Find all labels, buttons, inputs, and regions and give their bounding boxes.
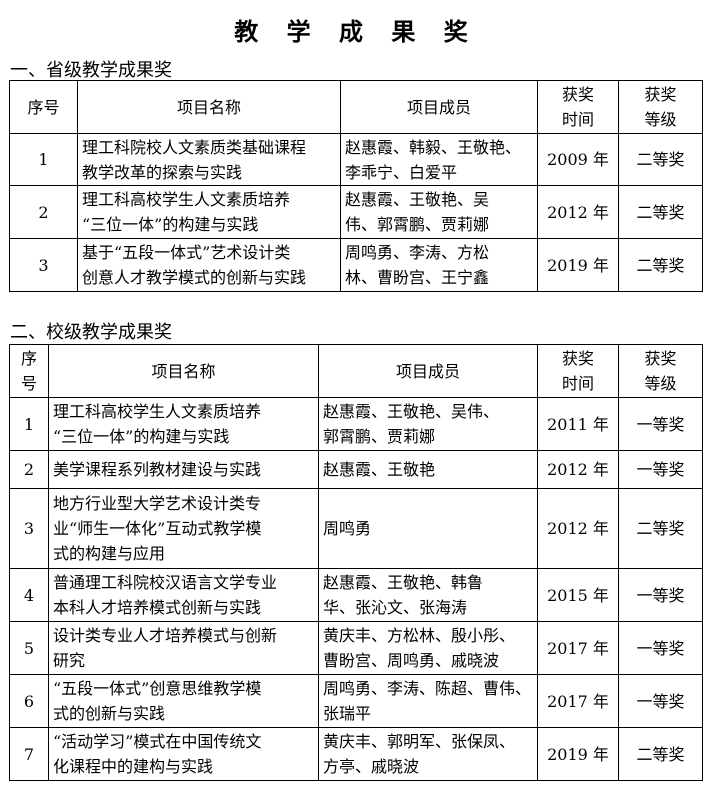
cell-year: 2012 年	[537, 450, 619, 489]
header-row: 序号 项目名称 项目成员 获奖 时间 获奖 等级	[9, 80, 703, 134]
table-row: 5 设计类专业人才培养模式与创新 研究 黄庆丰、方松林、殷小彤、 曹盼宫、周鸣勇、戚…	[9, 621, 703, 675]
cell-year: 2015 年	[537, 568, 619, 622]
cell-level: 二等奖	[618, 727, 703, 781]
table-row: 1 理工科院校人文素质类基础课程 教学改革的探索与实践 赵惠霞、韩毅、王敬艳、 李乖…	[9, 133, 703, 186]
header-members: 项目成员	[318, 344, 538, 398]
cell-no: 1	[9, 397, 49, 451]
header-no: 序 号	[9, 344, 49, 398]
cell-level: 二等奖	[618, 238, 703, 292]
table-row: 6 “五段一体式”创意思维教学模 式的创新与实践 周鸣勇、李涛、陈超、曹伟、 张瑞平…	[9, 674, 703, 728]
cell-name: “五段一体式”创意思维教学模 式的创新与实践	[48, 674, 319, 728]
cell-no: 3	[9, 488, 49, 569]
cell-members: 周鸣勇	[318, 488, 538, 569]
cell-no: 3	[9, 238, 78, 292]
cell-level: 二等奖	[618, 185, 703, 239]
cell-members: 周鸣勇、李涛、方松 林、曹盼宫、王宁鑫	[340, 238, 538, 292]
cell-year: 2017 年	[537, 674, 619, 728]
cell-level: 一等奖	[618, 568, 703, 622]
cell-year: 2019 年	[537, 727, 619, 781]
cell-no: 4	[9, 568, 49, 622]
cell-members: 赵惠霞、王敬艳、吴 伟、郭霄鹏、贾莉娜	[340, 185, 538, 239]
cell-name: 理工科高校学生人文素质培养 “三位一体”的构建与实践	[48, 397, 319, 451]
header-name: 项目名称	[77, 80, 341, 134]
cell-members: 赵惠霞、王敬艳	[318, 450, 538, 489]
cell-no: 5	[9, 621, 49, 675]
table-row: 4 普通理工科院校汉语言文学专业 本科人才培养模式创新与实践 赵惠霞、王敬艳、韩鲁 …	[9, 568, 703, 622]
cell-level: 二等奖	[618, 488, 703, 569]
cell-members: 黄庆丰、郭明军、张保凤、 方亭、戚晓波	[318, 727, 538, 781]
header-year: 获奖 时间	[537, 80, 619, 134]
cell-year: 2019 年	[537, 238, 619, 292]
table-row: 3 地方行业型大学艺术设计类专 业“师生一体化”互动式教学模 式的构建与应用 周鸣勇…	[9, 488, 703, 569]
cell-level: 一等奖	[618, 397, 703, 451]
cell-no: 7	[9, 727, 49, 781]
table-row: 2 理工科高校学生人文素质培养 “三位一体”的构建与实践 赵惠霞、王敬艳、吴 伟、郭…	[9, 185, 703, 239]
cell-no: 2	[9, 450, 49, 489]
cell-level: 二等奖	[618, 133, 703, 186]
cell-year: 2017 年	[537, 621, 619, 675]
cell-name: 地方行业型大学艺术设计类专 业“师生一体化”互动式教学模 式的构建与应用	[48, 488, 319, 569]
cell-level: 一等奖	[618, 450, 703, 489]
cell-name: 普通理工科院校汉语言文学专业 本科人才培养模式创新与实践	[48, 568, 319, 622]
cell-members: 赵惠霞、王敬艳、吴伟、 郭霄鹏、贾莉娜	[318, 397, 538, 451]
cell-year: 2012 年	[537, 185, 619, 239]
table-row: 2 美学课程系列教材建设与实践 赵惠霞、王敬艳 2012 年一等奖	[9, 450, 703, 489]
table-row: 7 “活动学习”模式在中国传统文 化课程中的建构与实践 黄庆丰、郭明军、张保凤、 方…	[9, 727, 703, 781]
cell-name: “活动学习”模式在中国传统文 化课程中的建构与实践	[48, 727, 319, 781]
header-year: 获奖 时间	[537, 344, 619, 398]
cell-members: 周鸣勇、李涛、陈超、曹伟、 张瑞平	[318, 674, 538, 728]
cell-level: 一等奖	[618, 674, 703, 728]
header-level: 获奖 等级	[618, 344, 703, 398]
section1-heading: 一、省级教学成果奖	[10, 60, 172, 81]
cell-year: 2012 年	[537, 488, 619, 569]
cell-name: 理工科院校人文素质类基础课程 教学改革的探索与实践	[77, 133, 341, 186]
cell-name: 设计类专业人才培养模式与创新 研究	[48, 621, 319, 675]
cell-name: 美学课程系列教材建设与实践	[48, 450, 319, 489]
cell-name: 理工科高校学生人文素质培养 “三位一体”的构建与实践	[77, 185, 341, 239]
header-level: 获奖 等级	[618, 80, 703, 134]
cell-members: 赵惠霞、王敬艳、韩鲁 华、张沁文、张海涛	[318, 568, 538, 622]
cell-no: 2	[9, 185, 78, 239]
school-awards-table: 序 号项目名称 项目成员 获奖 时间 获奖 等级 1 理工科高校学生人文素质培养 “三位一…	[9, 344, 703, 781]
header-row: 序 号项目名称 项目成员 获奖 时间 获奖 等级	[9, 344, 703, 398]
cell-members: 赵惠霞、韩毅、王敬艳、 李乖宁、白爱平	[340, 133, 538, 186]
cell-name: 基于“五段一体式”艺术设计类 创意人才教学模式的创新与实践	[77, 238, 341, 292]
cell-no: 6	[9, 674, 49, 728]
header-no: 序号	[9, 80, 78, 134]
section2-heading: 二、校级教学成果奖	[10, 322, 172, 343]
cell-year: 2009 年	[537, 133, 619, 186]
cell-year: 2011 年	[537, 397, 619, 451]
cell-no: 1	[9, 133, 78, 186]
table-row: 3 基于“五段一体式”艺术设计类 创意人才教学模式的创新与实践 周鸣勇、李涛、方松 …	[9, 238, 703, 292]
page-title: 教 学 成 果 奖	[234, 18, 478, 46]
table-row: 1 理工科高校学生人文素质培养 “三位一体”的构建与实践 赵惠霞、王敬艳、吴伟、 郭…	[9, 397, 703, 451]
cell-members: 黄庆丰、方松林、殷小彤、 曹盼宫、周鸣勇、戚晓波	[318, 621, 538, 675]
header-members: 项目成员	[340, 80, 538, 134]
header-name: 项目名称	[48, 344, 319, 398]
provincial-awards-table: 序号 项目名称 项目成员 获奖 时间 获奖 等级 1 理工科院校人文素质类基础课程 教学改革…	[9, 80, 703, 292]
cell-level: 一等奖	[618, 621, 703, 675]
